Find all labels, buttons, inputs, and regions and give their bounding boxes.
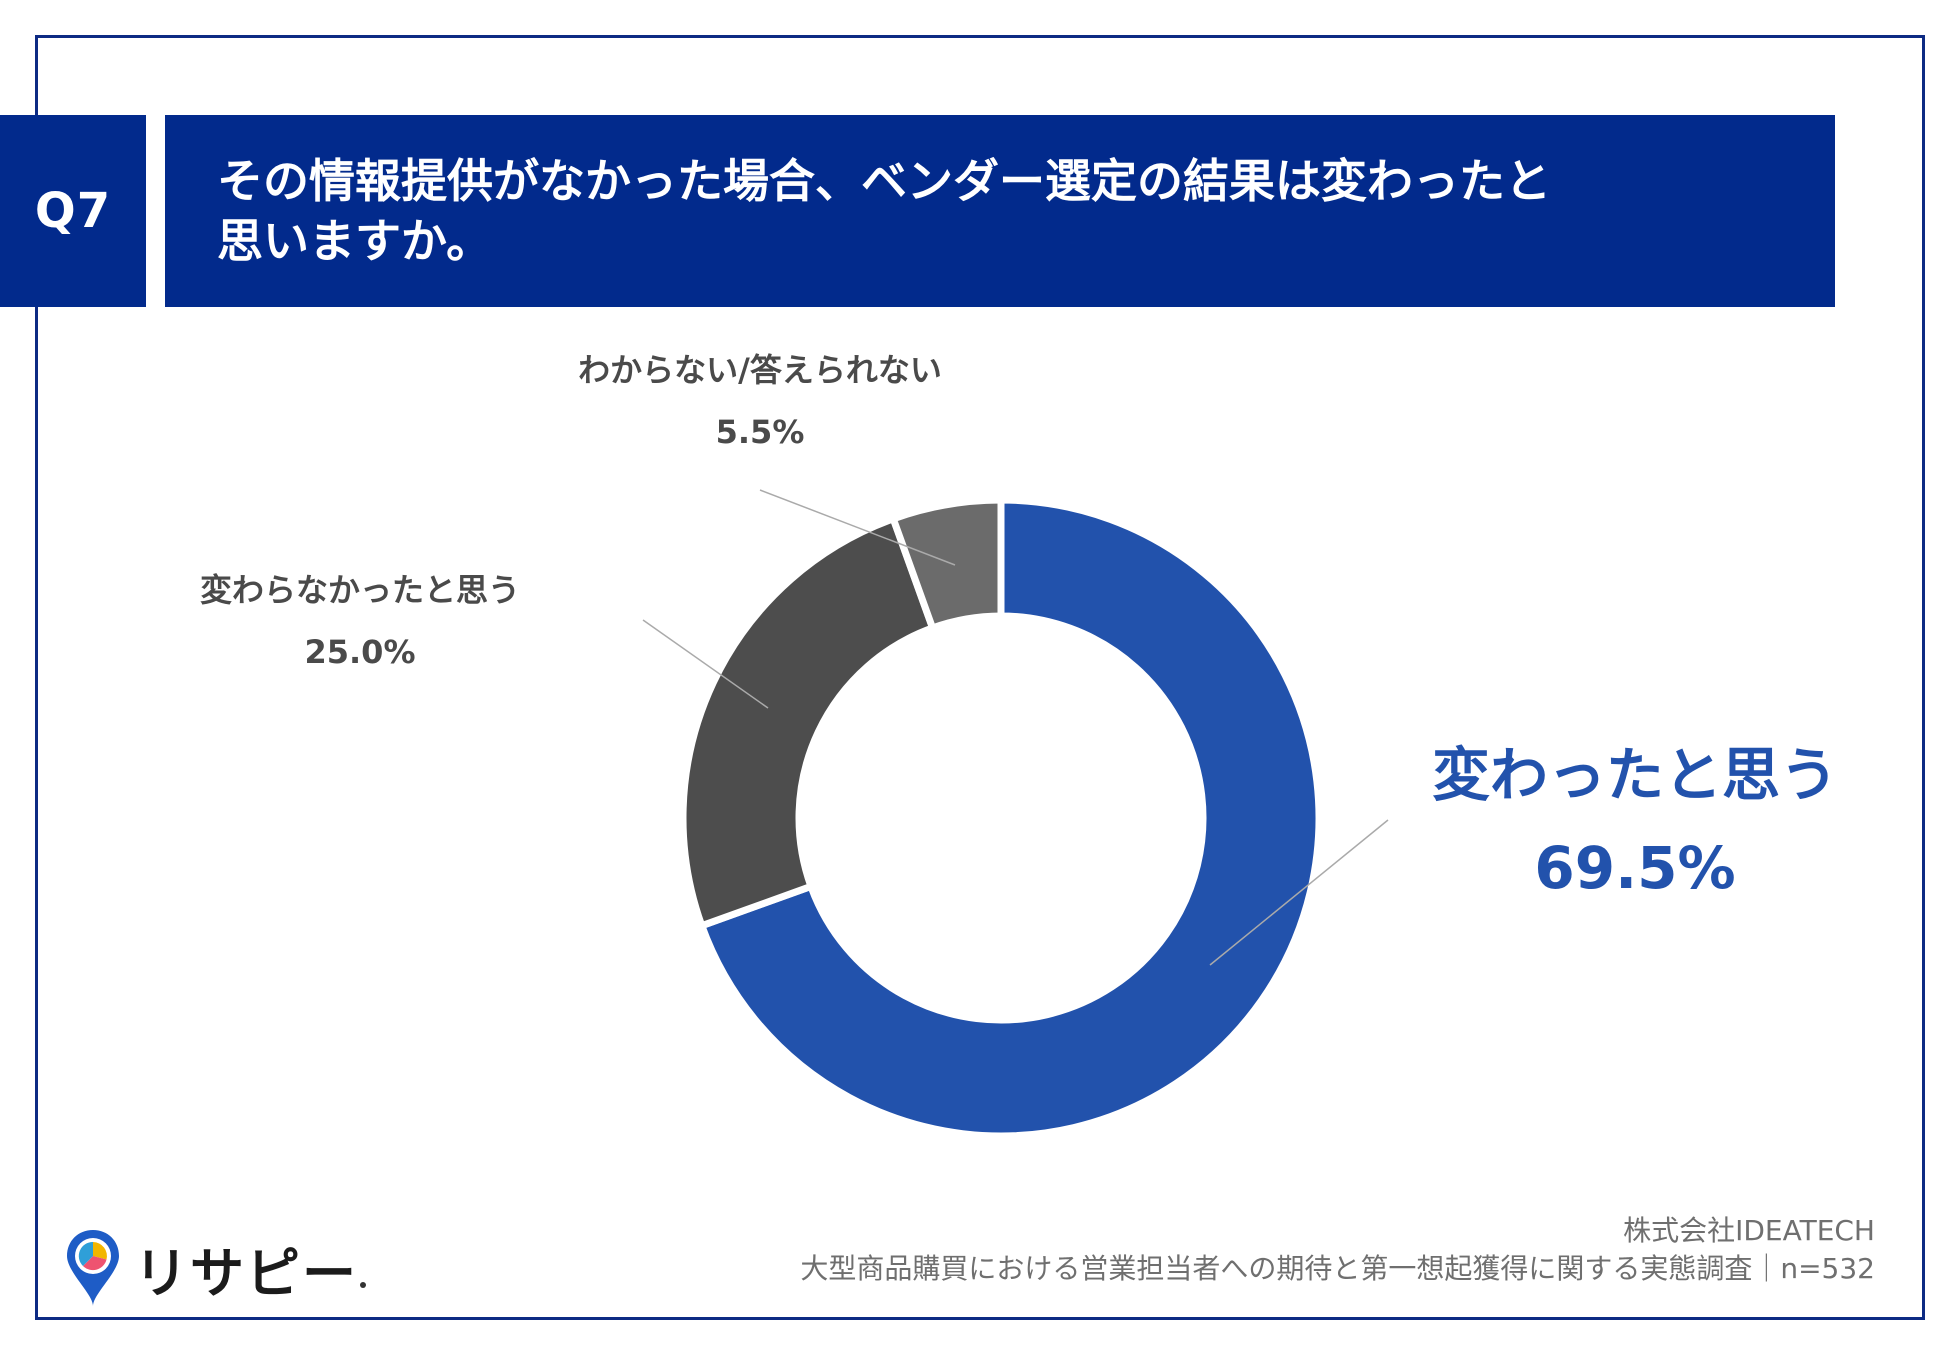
donut-slice-unknown	[889, 496, 1005, 632]
question-title-line-2: 思いますか。	[217, 214, 493, 268]
logo-trademark-dot	[360, 1282, 366, 1288]
question-title-line-1: その情報提供がなかった場合、ベンダー選定の結果は変わったと	[217, 154, 1551, 208]
donut-slice-changed	[698, 496, 1323, 1140]
label-not-changed: 変わらなかったと思う 25.0%	[140, 565, 580, 671]
label-not-changed-value: 25.0%	[304, 633, 416, 671]
question-number: Q7	[34, 183, 112, 239]
footer-source: 株式会社IDEATECH 大型商品購買における営業担当者への期待と第一想起獲得に…	[800, 1212, 1875, 1288]
label-unknown-value: 5.5%	[715, 413, 805, 451]
slide-frame	[35, 35, 1925, 1320]
label-unknown: わからない/答えられない 5.5%	[520, 345, 1000, 451]
leader-line-changed	[1209, 819, 1389, 966]
label-changed-value: 69.5%	[1534, 834, 1736, 902]
risapy-logo: リサピー	[62, 1228, 366, 1308]
pin-pie-icon	[67, 1230, 119, 1306]
logo-text: リサピー	[134, 1241, 358, 1305]
label-unknown-name: わからない/答えられない	[578, 351, 942, 389]
question-number-badge: Q7	[0, 115, 146, 307]
label-changed: 変わったと思う 69.5%	[1395, 728, 1875, 902]
footer-survey: 大型商品購買における営業担当者への期待と第一想起獲得に関する実態調査｜n=532	[800, 1252, 1875, 1285]
donut-slice-not-changed	[679, 515, 937, 930]
question-title-banner: その情報提供がなかった場合、ベンダー選定の結果は変わったと 思いますか。	[165, 115, 1835, 307]
label-not-changed-name: 変わらなかったと思う	[199, 571, 520, 609]
label-changed-name: 変わったと思う	[1431, 741, 1838, 809]
footer-company: 株式会社IDEATECH	[1623, 1214, 1875, 1247]
leader-line-unknown	[759, 489, 956, 566]
leader-line-not-changed	[642, 619, 769, 709]
